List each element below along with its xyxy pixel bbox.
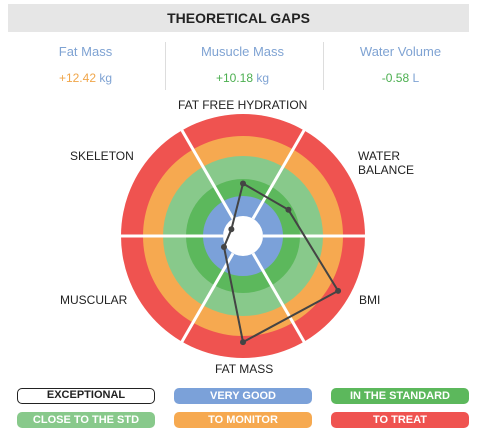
metric: Water Volume -0.58 L [323, 44, 477, 85]
metric: Fat Mass +12.42 kg [8, 44, 163, 85]
metric-value-row: -0.58 L [323, 71, 477, 85]
divider [251, 128, 306, 220]
axis-label: BMI [359, 293, 381, 307]
axis-label: WATER BALANCE [358, 149, 415, 177]
legend-item: EXCEPTIONAL [17, 388, 155, 404]
radar-point [335, 287, 342, 294]
panel-title: THEORETICAL GAPS [8, 4, 469, 32]
metric-unit: L [412, 71, 420, 85]
legend-item: IN THE STANDARD [331, 388, 469, 404]
radar-point [240, 339, 246, 346]
metric-label: Musucle Mass [200, 44, 285, 59]
metric-value-row: +12.42 kg [8, 71, 163, 85]
legend-item: CLOSE TO THE STD [17, 412, 155, 428]
metric-value: +10.18 [215, 71, 253, 85]
metric: Musucle Mass +10.18 kg [165, 44, 320, 85]
axis-label: SKELETON [70, 149, 134, 163]
axis-label: MUSCULAR [60, 293, 128, 307]
divider [180, 128, 235, 220]
separator [165, 42, 166, 90]
radar-point [220, 243, 227, 250]
divider [180, 252, 235, 344]
metric-value: -0.58 [381, 71, 410, 85]
metric-unit: kg [99, 71, 113, 85]
axis-label: FAT MASS [215, 362, 274, 376]
legend-item: TO TREAT [331, 412, 469, 428]
radar-point [285, 206, 292, 213]
separator [323, 42, 324, 90]
legend-item: VERY GOOD [174, 388, 312, 404]
radar-point [228, 226, 235, 233]
radar-point [240, 180, 246, 187]
metric-value-row: +10.18 kg [165, 71, 320, 85]
metric-label: Water Volume [359, 44, 442, 59]
axis-label: FAT FREE HYDRATION [178, 98, 308, 112]
metric-label: Fat Mass [58, 44, 113, 59]
metric-unit: kg [256, 71, 270, 85]
metric-value: +12.42 [58, 71, 96, 85]
legend-item: TO MONITOR [174, 412, 312, 428]
divider [251, 252, 306, 344]
